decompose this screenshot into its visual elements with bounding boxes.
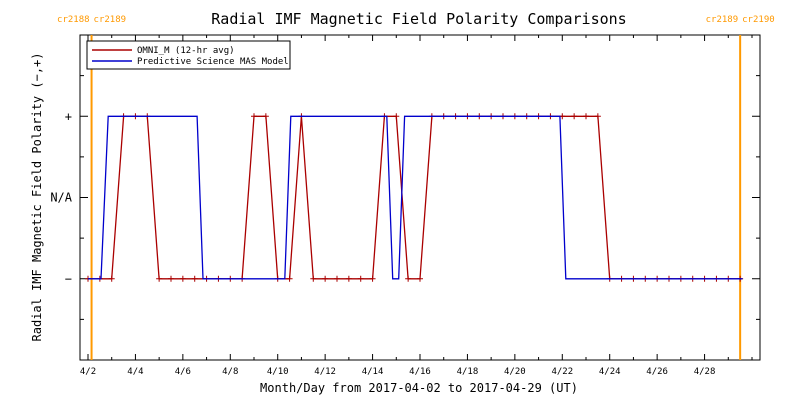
x-tick-label: 4/6 [175, 367, 191, 377]
legend-box [86, 40, 291, 70]
legend-label-omni: OMNI_M (12-hr avg) [137, 46, 235, 56]
x-axis-ticks: 4/2 4/4 4/6 4/8 4/10 4/12 4/14 4/16 4/18 4/20 4/22… [80, 35, 753, 377]
x-tick-label: 4/18 [457, 367, 479, 377]
data-point [322, 275, 329, 282]
data-point [191, 275, 198, 282]
x-axis-label: Month/Day from 2017-04-02 to 2017-04-29 … [260, 381, 578, 395]
y-axis-ticks: + N/A − [50, 75, 760, 320]
y-tick-label: − [65, 272, 72, 286]
data-point [345, 275, 352, 282]
x-tick-label: 4/16 [409, 367, 431, 377]
x-tick-label: 4/14 [362, 367, 384, 377]
data-point [417, 275, 423, 282]
data-point [179, 275, 186, 282]
x-tick-label: 4/22 [551, 367, 573, 377]
x-tick-label: 4/4 [127, 367, 143, 377]
data-point [405, 275, 412, 282]
x-tick-label: 4/10 [267, 367, 289, 377]
data-point [393, 113, 400, 120]
x-tick-label: 4/24 [599, 367, 621, 377]
x-tick-label: 4/8 [222, 367, 238, 377]
series-line-0 [88, 115, 741, 280]
carrington-markers: cr2188 cr2189 cr2189 cr2190 [57, 15, 775, 360]
data-point [108, 275, 115, 282]
carrington-label-left: cr2189 [706, 15, 739, 25]
data-point [594, 113, 601, 120]
data-point [262, 113, 269, 120]
legend: OMNI_M (12-hr avg) Predictive Science MA… [86, 40, 291, 70]
data-point [583, 113, 589, 120]
data-point [251, 113, 257, 120]
y-axis-label: Radial IMF Magnetic Field Polarity (−,+) [30, 53, 44, 342]
y-tick-label: + [65, 109, 72, 123]
data-point [357, 275, 364, 282]
y-tick-label: N/A [50, 191, 72, 205]
x-tick-label: 4/26 [646, 367, 668, 377]
series-layer [85, 113, 744, 282]
x-tick-label: 4/12 [314, 367, 336, 377]
data-point [168, 275, 174, 282]
data-point [334, 275, 340, 282]
series-line-1 [88, 115, 743, 280]
chart-title: Radial IMF Magnetic Field Polarity Compa… [211, 10, 626, 28]
carrington-label-left: cr2188 [57, 15, 90, 25]
data-point [286, 275, 293, 282]
legend-label-mas: Predictive Science MAS Model [137, 57, 289, 67]
data-point [571, 113, 578, 120]
x-tick-label: 4/28 [694, 367, 716, 377]
carrington-label-right: cr2189 [94, 15, 127, 25]
x-tick-label: 4/20 [504, 367, 526, 377]
data-point [369, 275, 376, 282]
data-point [156, 275, 163, 282]
x-tick-label: 4/2 [80, 367, 96, 377]
data-point [310, 275, 317, 282]
plot-frame [79, 34, 761, 361]
carrington-label-right: cr2190 [742, 15, 775, 25]
